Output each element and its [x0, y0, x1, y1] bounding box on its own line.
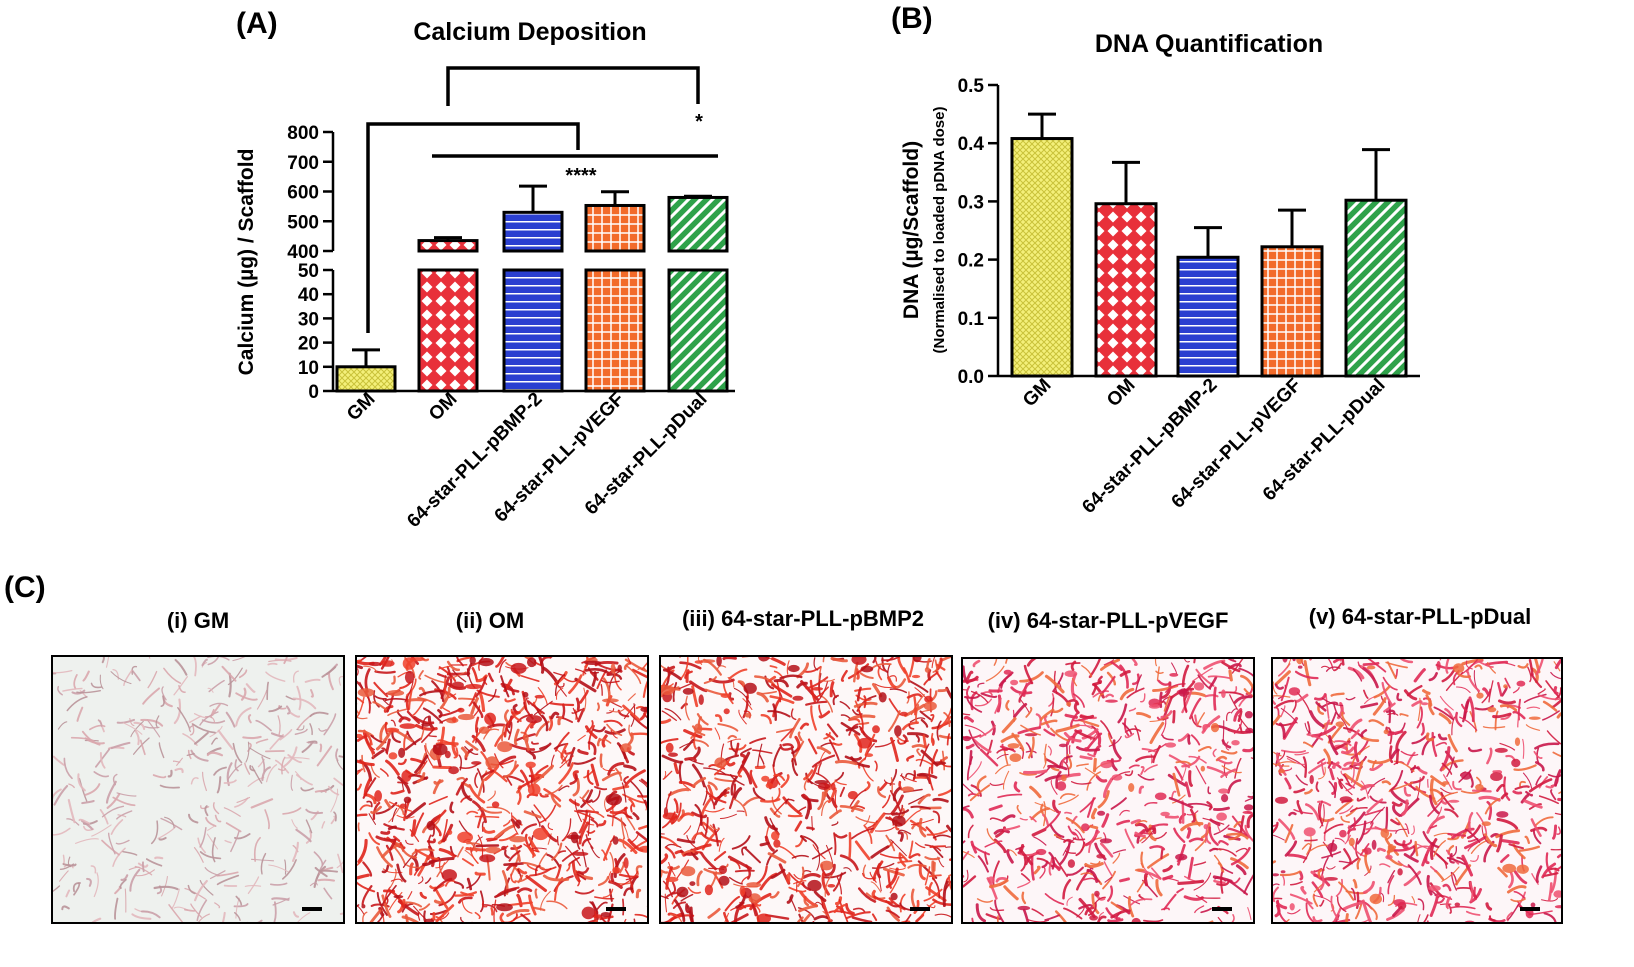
chart-a-ytick-label: 50 [298, 261, 319, 282]
chart-b-bar [1010, 137, 1074, 378]
chart-a-bar [335, 365, 397, 393]
stain-image [962, 658, 1254, 923]
chart-b-bar [1344, 198, 1408, 378]
chart-a-ylabel: Calcium (µg) / Scaffold [235, 149, 258, 376]
chart-b-category-label: 64-star-PLL-pBMP-2 [1078, 375, 1221, 518]
image-title: (i) GM [167, 608, 229, 633]
image-frame [1271, 657, 1563, 924]
image-frame [355, 655, 649, 924]
chart-b-bars [1010, 112, 1408, 378]
panel-a-label: (A) [236, 7, 278, 40]
scale-bar [1520, 907, 1540, 911]
image-frame [659, 655, 953, 924]
chart-a-sig-4star: **** [565, 165, 596, 187]
chart-a-category-label: GM [343, 389, 379, 425]
staining-images: (i) GM (ii) OM (iii) 64-star-PLL-pBMP2 (iv)… [51, 604, 1563, 924]
chart-a-bar-lower [667, 268, 729, 393]
chart-a-bar-upper [584, 203, 646, 253]
chart-a-categories: GM OM64-star-PLL-pBMP-264-star-PLL-pVEGF6… [343, 389, 711, 532]
calcium-deposition-chart: Calcium Deposition Calcium (µg) / Scaffo… [235, 18, 735, 532]
chart-b-ytick-label: 0.5 [958, 76, 985, 97]
stain-image [660, 656, 952, 923]
chart-a-ytick-label: 800 [287, 123, 319, 144]
chart-a-bar-lower [502, 268, 564, 393]
chart-a-bar-upper [417, 239, 479, 253]
scale-bar [910, 907, 930, 911]
chart-b-title: DNA Quantification [1095, 30, 1323, 58]
chart-a-ytick-label: 600 [287, 183, 319, 204]
chart-a-ytick-label: 10 [298, 358, 319, 379]
chart-a-ytick-label: 0 [308, 382, 319, 403]
stain-image [52, 656, 344, 923]
panel-b-label: (B) [891, 2, 933, 35]
image-title: (iv) 64-star-PLL-pVEGF [988, 608, 1229, 633]
chart-a-bar-lower [584, 268, 646, 393]
chart-a-bars [335, 184, 729, 393]
chart-b-category-label: OM [1103, 375, 1139, 411]
chart-a-bracket-gm [366, 122, 580, 333]
dna-quantification-chart: DNA Quantification DNA (µg/Scaffold) (No… [900, 30, 1420, 518]
chart-a-bar-upper [502, 210, 564, 253]
chart-b-ytick-label: 0.3 [958, 192, 984, 213]
chart-b-ylabel-sub: (Normalised to loaded pDNA dose) [931, 107, 948, 354]
image-frame [51, 655, 345, 924]
stain-image [1272, 658, 1562, 923]
panel-c-label: (C) [4, 571, 46, 604]
chart-a-ytick-label: 40 [298, 285, 319, 306]
chart-a-title: Calcium Deposition [413, 18, 646, 46]
chart-b-ytick-label: 0.1 [958, 309, 985, 330]
chart-b-ylabel: DNA (µg/Scaffold) [900, 141, 923, 319]
chart-b-categories: GM OM64-star-PLL-pBMP-264-star-PLL-pVEGF6… [1019, 375, 1389, 518]
chart-b-ytick-label: 0.4 [958, 134, 985, 155]
chart-b-category-label: GM [1019, 375, 1055, 411]
chart-a-significance: ***** [366, 66, 718, 333]
scale-bar [1212, 907, 1232, 911]
chart-b-bar [1094, 202, 1158, 378]
chart-a-bracket-om-dual [446, 66, 700, 106]
chart-a-ytick-label: 500 [287, 212, 319, 233]
scale-bar [606, 907, 626, 911]
image-title: (v) 64-star-PLL-pDual [1309, 604, 1531, 629]
chart-a-bar-upper [667, 195, 729, 253]
image-title: (ii) OM [456, 608, 524, 633]
chart-b-ytick-label: 0.2 [958, 251, 984, 272]
image-frame [961, 657, 1255, 924]
chart-b-bar [1176, 255, 1240, 378]
chart-a-category-label: OM [425, 389, 461, 425]
chart-b-bar [1260, 245, 1324, 378]
chart-a-ytick-label: 20 [298, 334, 319, 355]
chart-a-ytick-label: 30 [298, 309, 319, 330]
chart-a-bar-lower [417, 268, 479, 393]
chart-a-sig-1star: * [695, 111, 703, 133]
chart-a-ytick-label: 700 [287, 153, 319, 174]
chart-a-ytick-label: 400 [287, 242, 319, 263]
chart-b-ytick-label: 0.0 [958, 367, 984, 388]
image-title: (iii) 64-star-PLL-pBMP2 [682, 606, 924, 631]
stain-image [356, 656, 648, 923]
scale-bar [302, 907, 322, 911]
